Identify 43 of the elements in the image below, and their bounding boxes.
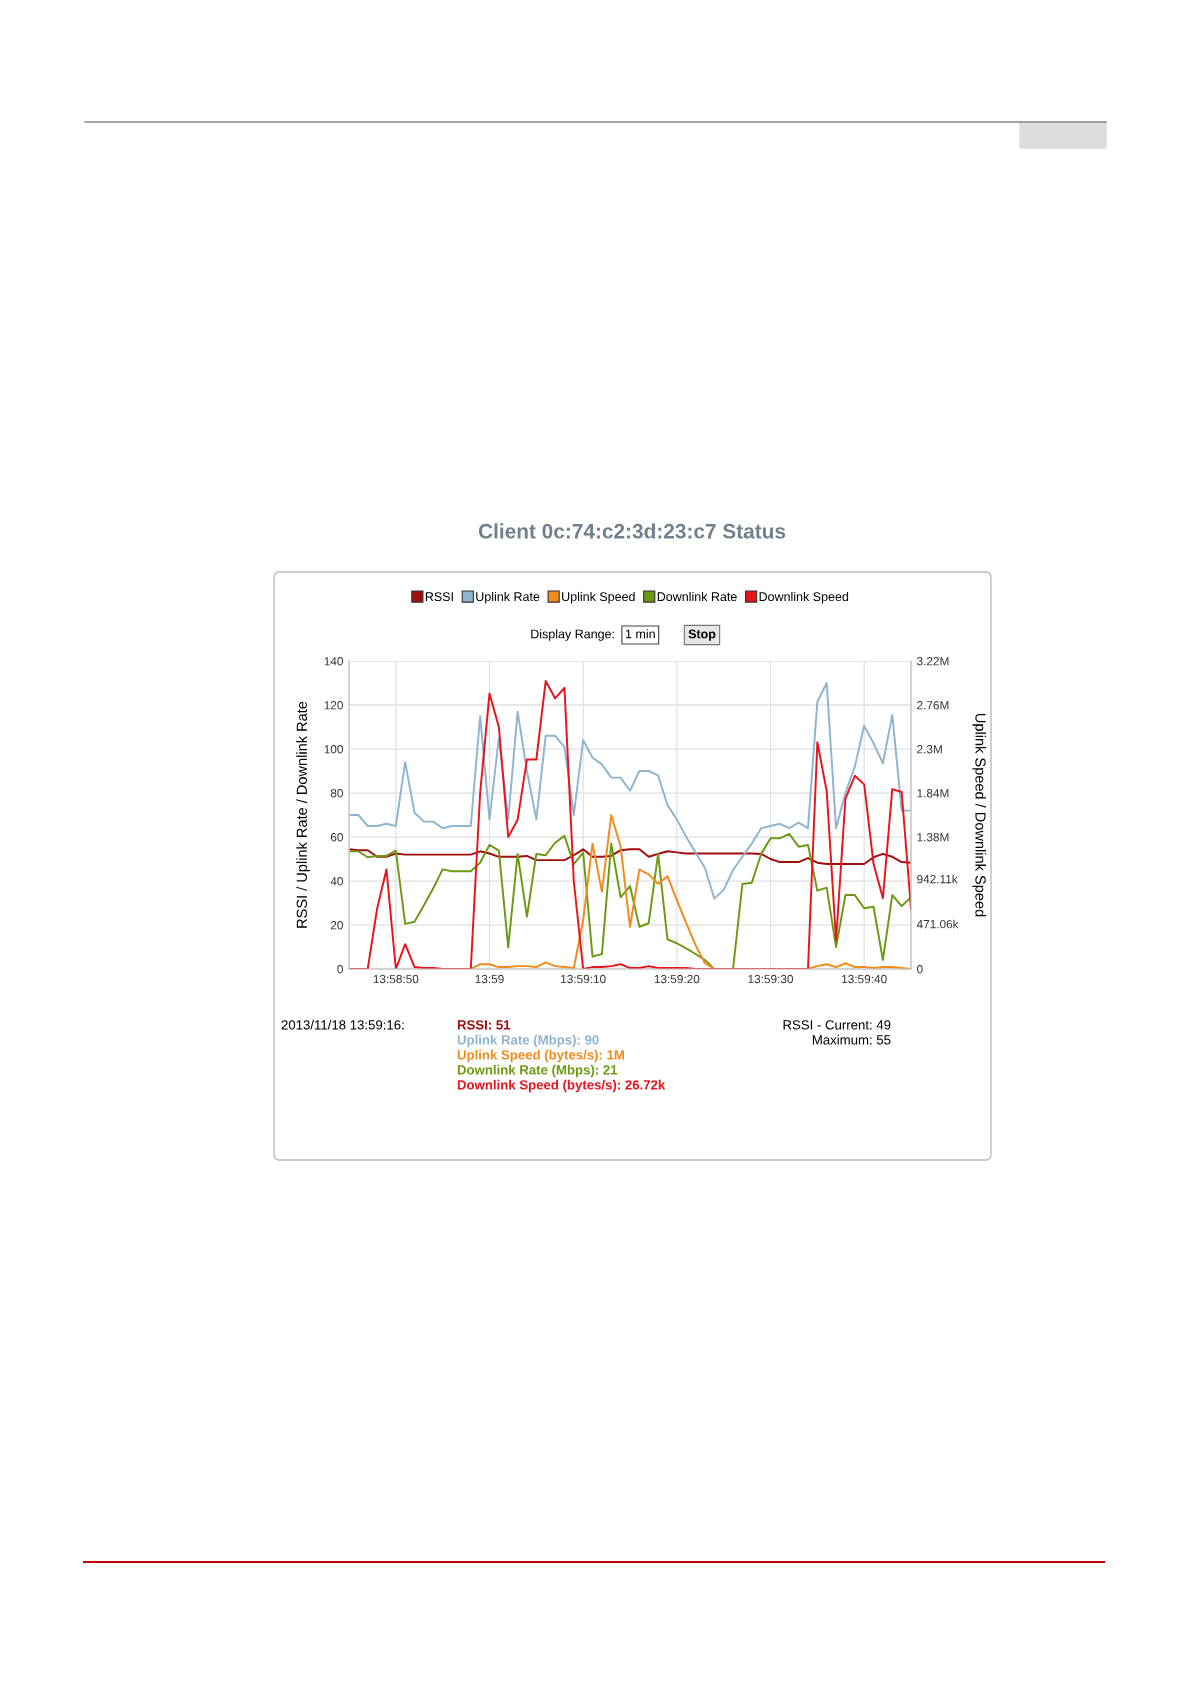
- x-tick-label: 13:59:30: [748, 974, 794, 984]
- y2-tick-label: 3.22M: [917, 657, 949, 666]
- x-tick-label: 13:59:10: [561, 974, 606, 984]
- legend-label: Uplink Speed: [562, 591, 635, 604]
- text: Uplink Speed (bytes/s): 1M: [457, 1049, 625, 1063]
- legend-label: Downlink Rate: [657, 591, 737, 602]
- y-tick-label: 80: [330, 789, 343, 798]
- y2-tick-label: 471.06k: [916, 919, 959, 929]
- x-tick-label: 13:59:40: [842, 974, 887, 984]
- legend-label: Downlink Speed: [759, 591, 849, 604]
- text: Downlink Speed (bytes/s): 26.72k: [457, 1079, 666, 1093]
- text: Display Range:: [531, 629, 614, 641]
- y-tick-label: 140: [324, 657, 343, 666]
- y2-tick-label: 2.3M: [917, 745, 942, 754]
- y-tick-label: 20: [330, 921, 343, 930]
- y-tick-label: 0: [337, 965, 343, 974]
- y-axis-title: RSSI / Uplink Rate / Downlink Rate: [296, 701, 310, 928]
- y2-tick-label: 942.11k: [917, 874, 958, 884]
- text: RSSI: 51: [457, 1020, 511, 1030]
- y-tick-label: 120: [324, 701, 343, 710]
- y2-tick-label: 1.84M: [917, 789, 949, 798]
- y2-axis-title: Uplink Speed / Downlink Speed: [972, 713, 987, 917]
- y-tick-label: 60: [330, 833, 343, 842]
- y2-tick-label: 0: [917, 965, 923, 974]
- line-series: [349, 682, 911, 900]
- legend-label: Uplink Rate: [476, 591, 540, 604]
- y2-tick-label: 1.38M: [917, 833, 949, 842]
- x-tick-label: 13:59:20: [654, 974, 700, 984]
- y-tick-label: 100: [324, 745, 343, 754]
- x-tick-label: 13:58:50: [373, 974, 419, 984]
- text: 1 min: [625, 629, 655, 639]
- x-tick-label: 13:59: [475, 974, 504, 984]
- chart-title: Client 0c:74:c2:3d:23:c7 Status: [478, 523, 786, 539]
- text: Stop: [688, 629, 716, 641]
- text: 2013/11/18 13:59:16:: [281, 1019, 404, 1030]
- legend-label: RSSI: [425, 592, 453, 602]
- text: Maximum: 55: [812, 1034, 891, 1045]
- text: Downlink Rate (Mbps): 21: [457, 1064, 618, 1078]
- y2-tick-label: 2.76M: [917, 701, 949, 710]
- text: RSSI - Current: 49: [783, 1020, 891, 1030]
- line-series: [349, 848, 911, 866]
- text: Uplink Rate (Mbps): 90: [457, 1034, 599, 1048]
- y-tick-label: 40: [330, 877, 343, 886]
